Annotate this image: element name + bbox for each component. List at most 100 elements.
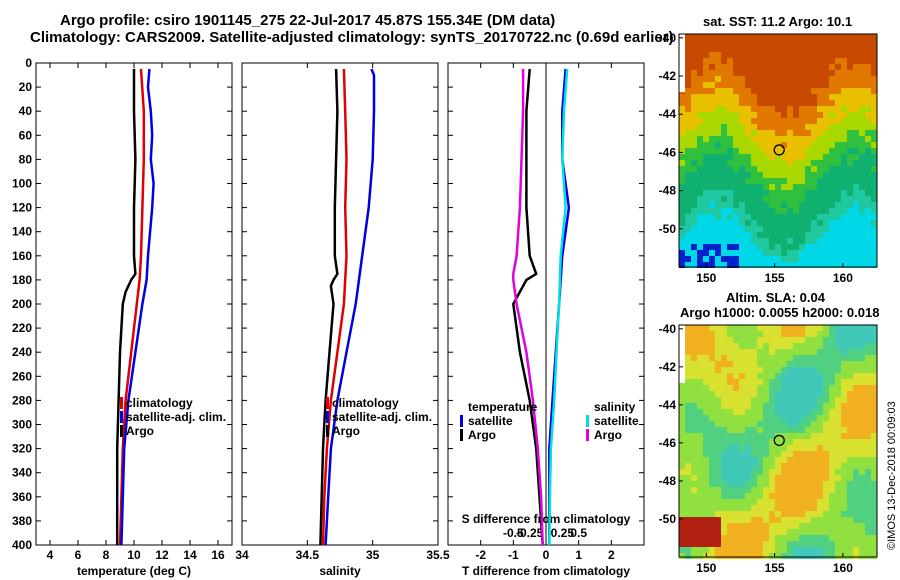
map-cell: [865, 184, 871, 190]
map-cell: [715, 541, 721, 547]
map-cell: [811, 469, 817, 475]
map-cell: [859, 244, 865, 250]
map-cell: [763, 397, 769, 403]
map-cell: [685, 385, 691, 391]
map-cell: [739, 172, 745, 178]
map-cell: [835, 34, 841, 40]
map-cell: [691, 505, 697, 511]
map-cell: [763, 469, 769, 475]
map-cell: [739, 118, 745, 124]
map-cell: [763, 373, 769, 379]
map-cell: [751, 361, 757, 367]
map-cell: [865, 421, 871, 427]
map-cell: [865, 46, 871, 52]
map-cell: [703, 160, 709, 166]
map-cell: [733, 469, 739, 475]
map-cell: [799, 124, 805, 130]
map-cell: [781, 40, 787, 46]
map-cell: [805, 373, 811, 379]
map-cell: [871, 487, 877, 493]
map-cell: [829, 463, 835, 469]
map-cell: [721, 154, 727, 160]
map-cell: [835, 148, 841, 154]
map-cell: [793, 361, 799, 367]
map-cell: [793, 34, 799, 40]
map-cell: [865, 178, 871, 184]
map-cell: [871, 232, 877, 238]
map-cell: [859, 373, 865, 379]
map-cell: [775, 118, 781, 124]
map-cell: [769, 427, 775, 433]
map-cell: [697, 373, 703, 379]
map-cell: [865, 202, 871, 208]
map-cell: [685, 244, 691, 250]
map-cell: [853, 238, 859, 244]
map-cell: [769, 124, 775, 130]
map-cell: [799, 226, 805, 232]
map-cell: [799, 244, 805, 250]
map-cell: [817, 499, 823, 505]
map-cell: [871, 535, 877, 541]
map-cell: [865, 40, 871, 46]
map-cell: [853, 529, 859, 535]
map-cell: [781, 262, 787, 268]
map-cell: [739, 463, 745, 469]
map-cell: [685, 76, 691, 82]
map-cell: [781, 457, 787, 463]
map-cell: [739, 52, 745, 58]
map-cell: [775, 379, 781, 385]
map-cell: [727, 511, 733, 517]
map-cell: [721, 469, 727, 475]
map-cell: [763, 475, 769, 481]
map-cell: [715, 52, 721, 58]
map-cell: [853, 94, 859, 100]
map-cell: [733, 325, 739, 331]
map-cell: [817, 214, 823, 220]
map-cell: [709, 361, 715, 367]
y-tick-label: 20: [19, 80, 33, 94]
map-cell: [697, 172, 703, 178]
map-cell: [685, 256, 691, 262]
map-cell: [853, 106, 859, 112]
map-cell: [811, 226, 817, 232]
map-cell: [685, 160, 691, 166]
map-cell: [709, 391, 715, 397]
map-cell: [859, 58, 865, 64]
map-cell: [805, 58, 811, 64]
map-cell: [709, 196, 715, 202]
map-cell: [733, 40, 739, 46]
map-cell: [781, 46, 787, 52]
map-cell: [787, 106, 793, 112]
map-cell: [829, 523, 835, 529]
map-cell: [727, 202, 733, 208]
map-cell: [787, 475, 793, 481]
map-cell: [733, 214, 739, 220]
map-cell: [865, 385, 871, 391]
map-cell: [829, 391, 835, 397]
map-cell: [709, 433, 715, 439]
map-cell: [841, 256, 847, 262]
map-cell: [727, 343, 733, 349]
map-cell: [763, 154, 769, 160]
map-cell: [787, 178, 793, 184]
map-cell: [769, 166, 775, 172]
map-cell: [841, 337, 847, 343]
map-cell: [823, 136, 829, 142]
map-cell: [751, 190, 757, 196]
map-cell: [709, 106, 715, 112]
map-cell: [859, 445, 865, 451]
map-cell: [871, 325, 877, 331]
map-cell: [757, 256, 763, 262]
map-cell: [817, 475, 823, 481]
map-cell: [697, 541, 703, 547]
map-cell: [871, 397, 877, 403]
map-cell: [859, 70, 865, 76]
argo-position-marker: [773, 144, 785, 156]
map-cell: [799, 445, 805, 451]
map-cell: [853, 505, 859, 511]
legend-label: Argo: [594, 428, 622, 442]
map-cell: [811, 262, 817, 268]
map-cell: [715, 256, 721, 262]
map-cell: [793, 487, 799, 493]
